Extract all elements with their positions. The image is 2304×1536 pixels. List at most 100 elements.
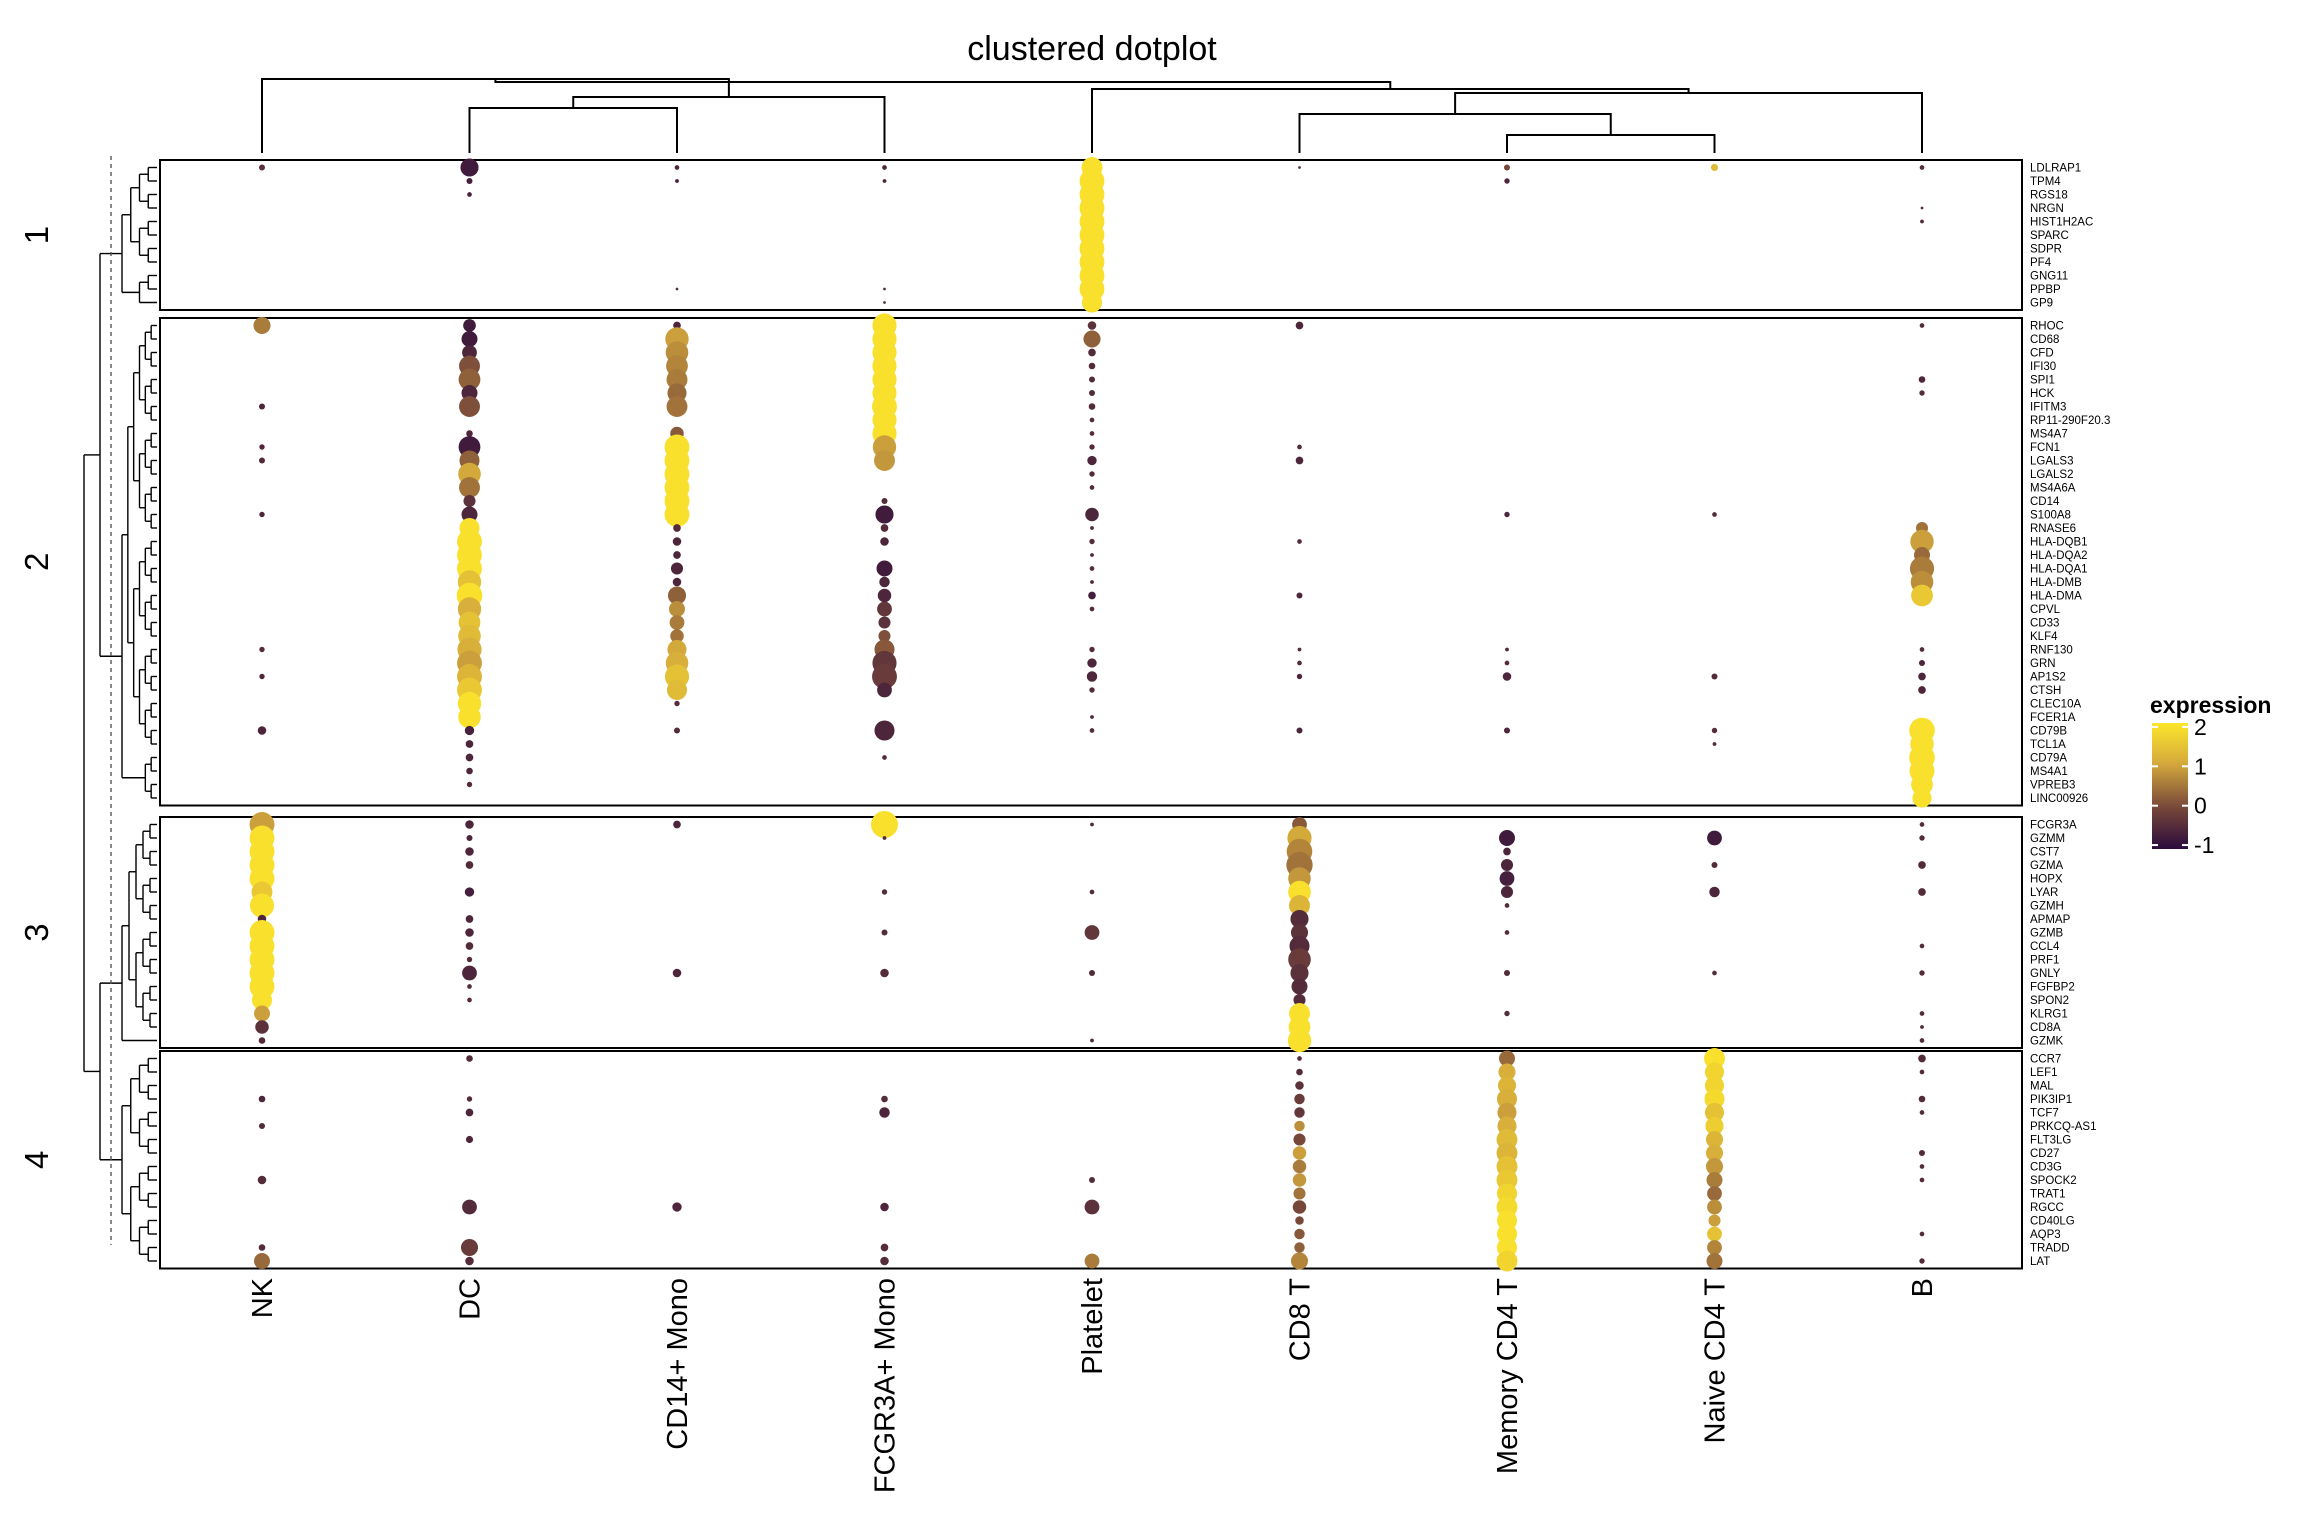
dendrogram-link xyxy=(494,79,1392,89)
group-labels: 1 2 3 4 xyxy=(18,226,55,1169)
dot-marker xyxy=(669,601,685,617)
dot-marker xyxy=(1918,1149,1926,1157)
gene-label: FCGR3A xyxy=(2030,820,2077,832)
column-label: FCGR3A+ Mono xyxy=(870,1278,902,1493)
gene-label: LEF1 xyxy=(2030,1067,2058,1079)
gene-label: CD27 xyxy=(2030,1148,2059,1160)
column-dendrogram xyxy=(261,78,1923,153)
dot-marker xyxy=(1297,660,1302,666)
dot-marker xyxy=(465,861,474,869)
dot-marker xyxy=(465,847,474,856)
dot-marker xyxy=(1705,1116,1724,1136)
dot-marker xyxy=(672,1202,682,1212)
dot-marker xyxy=(1297,647,1302,652)
group-panel xyxy=(159,1050,2023,1270)
dot-marker xyxy=(1912,788,1932,808)
dot-marker xyxy=(1502,672,1512,681)
gene-label: CLEC10A xyxy=(2030,699,2081,711)
dot-marker xyxy=(1296,1068,1303,1076)
dot-marker xyxy=(1711,727,1718,734)
dot-marker xyxy=(1294,1093,1305,1105)
dot-marker xyxy=(1919,323,1925,328)
gene-label: CTSH xyxy=(2030,685,2061,697)
dot-marker xyxy=(1504,660,1510,666)
dot-marker xyxy=(1496,1250,1518,1272)
dot-marker xyxy=(1704,1062,1725,1082)
column-label: B xyxy=(1907,1278,1939,1297)
dot-marker xyxy=(465,753,474,762)
dot-marker xyxy=(664,502,690,527)
gene-label: TRAT1 xyxy=(2030,1189,2066,1201)
dot-marker xyxy=(465,820,474,829)
gene-label: RHOC xyxy=(2030,321,2064,333)
gene-label: CD79A xyxy=(2030,753,2067,765)
dot-marker xyxy=(1292,1146,1307,1160)
gene-label: AP1S2 xyxy=(2030,672,2066,684)
gene-label: GZMH xyxy=(2030,901,2064,913)
dot-marker xyxy=(675,287,679,291)
dot-marker xyxy=(464,725,475,736)
dot-marker xyxy=(1709,886,1720,898)
dot-marker xyxy=(1499,871,1515,886)
dot-marker xyxy=(249,893,275,918)
dot-marker xyxy=(1088,362,1096,370)
dot-marker xyxy=(1294,1228,1305,1240)
dendrogram-link xyxy=(1506,134,1716,153)
gene-label: HLA-DQA1 xyxy=(2030,564,2088,576)
gene-label: PRF1 xyxy=(2030,955,2059,967)
dot-marker xyxy=(673,820,681,829)
dot-marker xyxy=(881,1095,888,1103)
dot-marker xyxy=(1496,1088,1518,1110)
legend-colorbar xyxy=(2152,723,2188,849)
dot-marker xyxy=(1290,909,1309,929)
dot-marker xyxy=(1919,1164,1925,1169)
dot-marker xyxy=(1919,390,1925,396)
gene-label: APMAP xyxy=(2030,914,2071,926)
dot-marker xyxy=(257,1175,267,1185)
gene-label: TCF7 xyxy=(2030,1108,2059,1120)
group-panel xyxy=(159,816,2023,1049)
dot-marker xyxy=(465,1135,474,1144)
dot-marker xyxy=(1918,1095,1926,1103)
dot-marker xyxy=(1296,673,1303,680)
dot-marker xyxy=(251,989,273,1011)
gene-label: IFITM3 xyxy=(2030,402,2066,414)
dot-marker xyxy=(1503,847,1511,856)
dot-marker xyxy=(1919,1258,1925,1264)
dot-marker xyxy=(1088,1176,1096,1184)
dot-marker xyxy=(1294,1107,1305,1118)
dendrogram-link xyxy=(468,107,678,153)
dot-markers xyxy=(249,157,1935,1272)
dot-marker xyxy=(1292,1173,1307,1187)
gene-label: RGCC xyxy=(2030,1202,2064,1214)
dot-marker xyxy=(467,192,472,197)
dot-marker xyxy=(1293,1187,1306,1200)
dot-marker xyxy=(460,158,479,177)
gene-label: SPOCK2 xyxy=(2030,1175,2077,1187)
dot-marker xyxy=(1705,1157,1724,1176)
dot-marker xyxy=(670,562,684,575)
dot-marker xyxy=(1295,321,1304,330)
dot-marker xyxy=(1503,164,1511,171)
dot-marker xyxy=(467,984,472,989)
dot-marker xyxy=(1706,1172,1723,1188)
dot-marker xyxy=(258,403,266,410)
dot-marker xyxy=(1503,727,1511,734)
dot-marker xyxy=(1707,1186,1722,1201)
dot-marker xyxy=(880,524,889,532)
dot-marker xyxy=(1290,923,1309,942)
dot-marker xyxy=(466,1096,473,1102)
dot-marker xyxy=(1086,671,1098,682)
dot-marker xyxy=(670,629,684,643)
gene-label: HOPX xyxy=(2030,874,2063,886)
dot-marker xyxy=(1919,647,1925,652)
group-label: 1 xyxy=(18,226,55,244)
column-label: DC xyxy=(455,1278,487,1320)
dot-marker xyxy=(460,1238,479,1257)
dot-marker xyxy=(1087,321,1097,330)
dot-marker xyxy=(880,1202,889,1212)
dot-marker xyxy=(1089,728,1095,733)
dot-marker xyxy=(1498,1063,1516,1081)
dot-marker xyxy=(1919,1177,1925,1183)
